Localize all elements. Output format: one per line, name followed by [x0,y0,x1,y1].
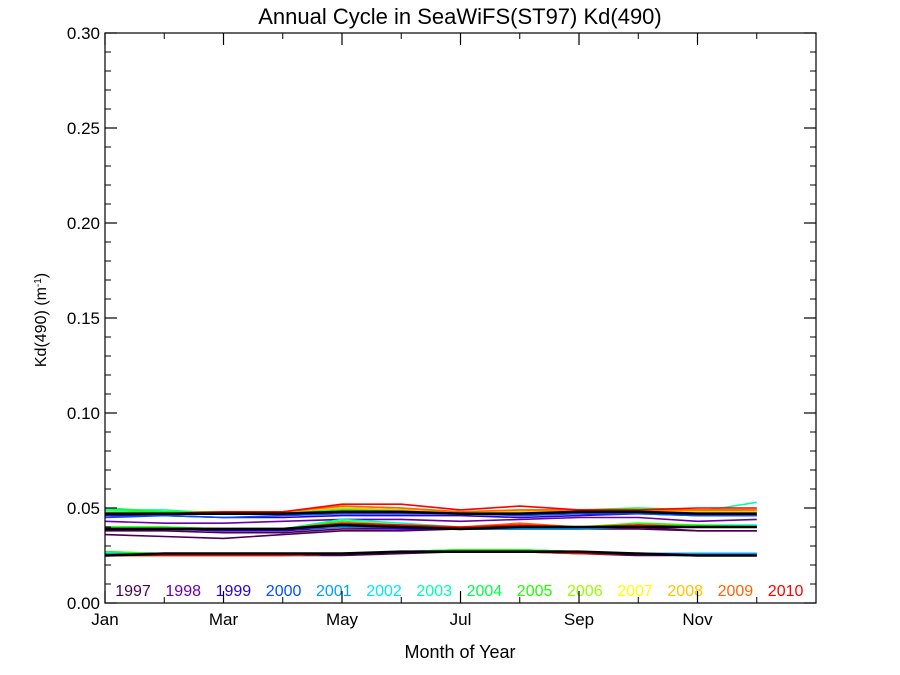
series-line-2 [104,516,757,525]
y-tick-label: 0.20 [67,214,100,233]
axes: 0.00 0.05 0.10 0.15 0.20 0.25 0.30 Jan Mar May Jul… [67,24,817,629]
legend: 1997 1998 1999 2000 2001 2002 2003 2004 2005 2006… [115,583,803,600]
chart-title: Annual Cycle in SeaWiFS(ST97) Kd(490) [258,4,662,29]
series-line-33 [104,550,757,557]
series-line-15 [105,510,757,516]
legend-label-2007: 2007 [617,583,653,600]
legend-label-2002: 2002 [366,583,402,600]
y-axis-label-superscript: -1 [33,278,44,287]
x-tick-label: Mar [209,610,239,629]
y-tick-label: 0.30 [67,24,100,43]
series-line-14 [105,503,757,515]
legend-label-2009: 2009 [718,583,754,600]
y-tick-label: 0.05 [67,499,100,518]
legend-label-2005: 2005 [517,583,553,600]
legend-label-2004: 2004 [467,583,503,600]
series-line-1 [104,528,757,540]
legend-label-2006: 2006 [567,583,603,600]
legend-label-1997: 1997 [115,583,151,600]
legend-label-2008: 2008 [667,583,703,600]
y-tick-label: 0.25 [67,119,100,138]
x-tick-label: May [326,610,359,629]
y-axis-label-end: ) [33,273,50,278]
x-axis-label: Month of Year [404,642,515,662]
y-axis-label: Kd(490) (m-1) [33,273,51,367]
y-tick-label: 0.15 [67,309,100,328]
y-axis-label-main: Kd(490) (m [33,287,50,367]
legend-label-2003: 2003 [416,583,452,600]
legend-label-1999: 1999 [216,583,252,600]
y-tick-label: 0.00 [67,594,100,613]
series-line-24 [105,523,757,531]
legend-label-2010: 2010 [768,583,804,600]
y-tick-label: 0.10 [67,404,100,423]
series-lines [104,501,757,557]
x-tick-label: Jul [450,610,472,629]
legend-label-1998: 1998 [165,583,201,600]
x-tick-label: Nov [682,610,713,629]
x-tick-label: Jan [91,610,118,629]
legend-label-2000: 2000 [266,583,302,600]
x-tick-label: Sep [564,610,594,629]
legend-label-2001: 2001 [316,583,352,600]
